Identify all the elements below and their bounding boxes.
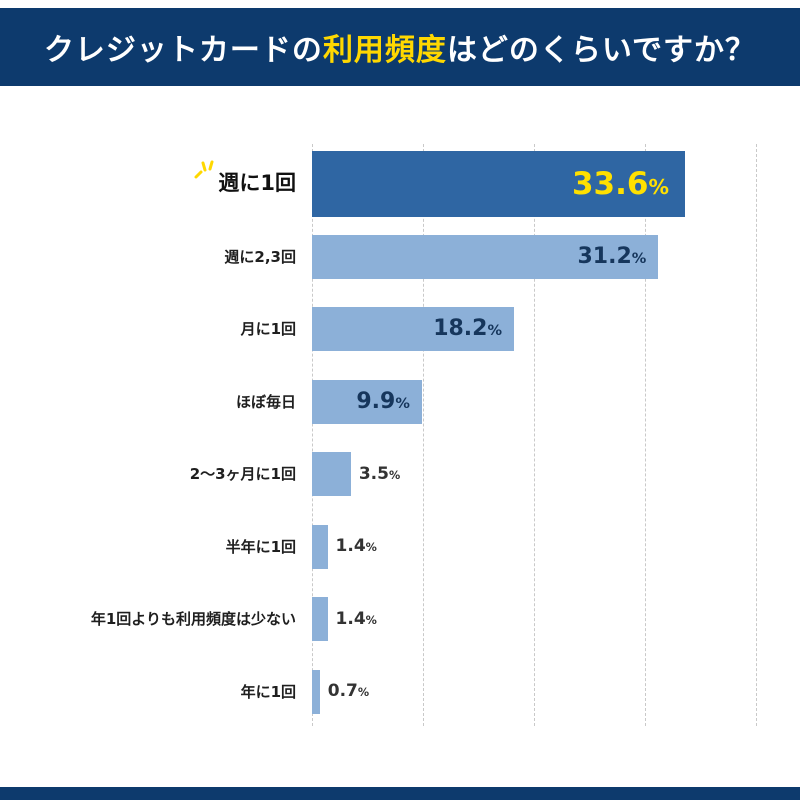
title-banner: クレジットカードの利用頻度はどのくらいですか？: [0, 8, 800, 86]
category-label: 週に2,3回: [44, 248, 312, 266]
title-highlight-text: 利用頻度: [322, 33, 447, 68]
plot-area: 1.4%: [312, 583, 756, 656]
bar-row: 月に1回 18.2%: [44, 293, 756, 366]
value-number: 18.2: [433, 316, 488, 342]
gridline: [534, 144, 535, 726]
category-label: 月に1回: [44, 320, 312, 338]
category-label: ほぼ毎日: [44, 393, 312, 411]
value-number: 31.2: [577, 243, 632, 269]
plot-area: 1.4%: [312, 511, 756, 584]
percent-sign: %: [365, 613, 377, 627]
title-text-prefix: クレジットカードの: [43, 33, 323, 68]
bar-row: 週に2,3回 31.2%: [44, 221, 756, 294]
category-label-text: ほぼ毎日: [235, 392, 296, 411]
category-label-text: 半年に1回: [225, 537, 296, 556]
category-label: 年に1回: [44, 683, 312, 701]
percent-sign: %: [395, 395, 410, 412]
bar-row: 2〜3ヶ月に1回 3.5%: [44, 438, 756, 511]
category-label: 2〜3ヶ月に1回: [44, 465, 312, 483]
bar-row: ほぼ毎日 9.9%: [44, 366, 756, 439]
bar: [312, 524, 328, 569]
percent-sign: %: [648, 174, 669, 199]
gridline: [423, 144, 424, 726]
bar: [312, 452, 351, 497]
value-number: 3.5: [358, 463, 389, 484]
category-label-text: 週に2,3回: [224, 247, 296, 266]
category-label-text: 年1回よりも利用頻度は少ない: [90, 610, 296, 629]
plot-area: 0.7%: [312, 656, 756, 729]
plot-area: 33.6%: [312, 148, 756, 221]
emphasis-sparkle-icon: [193, 160, 215, 186]
page-title: クレジットカードの利用頻度はどのくらいですか？: [44, 25, 756, 69]
category-label: 半年に1回: [44, 538, 312, 556]
bar: 33.6%: [312, 151, 685, 218]
plot-area: 3.5%: [312, 438, 756, 511]
category-label-text: 年に1回: [240, 682, 296, 701]
gridline: [645, 144, 646, 726]
category-label-text: 月に1回: [240, 320, 296, 339]
bar: 31.2%: [312, 234, 659, 279]
value-label: 9.9%: [356, 388, 422, 414]
bar-row: 週に1回 33.6%: [44, 148, 756, 221]
value-label: 1.4%: [335, 608, 377, 629]
value-label: 1.4%: [336, 538, 377, 555]
value-number: 9.9: [356, 388, 396, 414]
title-text-suffix: はどのくらいですか？: [446, 33, 757, 68]
percent-sign: %: [388, 468, 401, 482]
category-label-text: 2〜3ヶ月に1回: [189, 465, 296, 484]
plot-area: 31.2%: [312, 221, 756, 294]
bar-chart: 週に1回 33.6% 週に2,3回 31.2% 月に1回 18.2% ほぼ毎日 9.9% 2〜3…: [44, 144, 757, 728]
value-number: 33.6: [571, 165, 649, 202]
value-label: 31.2%: [577, 243, 658, 269]
bar-row: 年1回よりも利用頻度は少ない 1.4%: [44, 583, 756, 656]
footer-strip: [0, 787, 800, 800]
value-label: 18.2%: [433, 318, 514, 340]
value-label: 3.5%: [358, 463, 401, 484]
plot-area: 18.2%: [312, 293, 756, 366]
plot-area: 9.9%: [312, 366, 756, 439]
percent-sign: %: [631, 250, 647, 267]
bar: 9.9%: [312, 379, 422, 424]
grid: [312, 144, 757, 726]
value-number: 0.7: [327, 681, 358, 702]
gridline: [756, 144, 757, 726]
percent-sign: %: [487, 323, 503, 340]
bar: [312, 597, 328, 642]
bar-rows: 週に1回 33.6% 週に2,3回 31.2% 月に1回 18.2% ほぼ毎日 9.9% 2〜3…: [44, 148, 756, 728]
percent-sign: %: [365, 541, 377, 555]
value-label: 33.6%: [571, 165, 685, 202]
bar-row: 半年に1回 1.4%: [44, 511, 756, 584]
category-label: 年1回よりも利用頻度は少ない: [44, 610, 312, 628]
sparkle-icon: [194, 160, 214, 179]
bar-row: 年に1回 0.7%: [44, 656, 756, 729]
value-number: 1.4: [335, 608, 366, 629]
category-label: 週に1回: [44, 160, 312, 197]
bar: [312, 669, 320, 714]
category-label-text: 週に1回: [218, 171, 296, 196]
bar: 18.2%: [312, 307, 515, 352]
percent-sign: %: [357, 686, 370, 700]
value-label: 0.7%: [328, 683, 369, 700]
gridline: [312, 144, 313, 726]
value-number: 1.4: [335, 536, 366, 557]
